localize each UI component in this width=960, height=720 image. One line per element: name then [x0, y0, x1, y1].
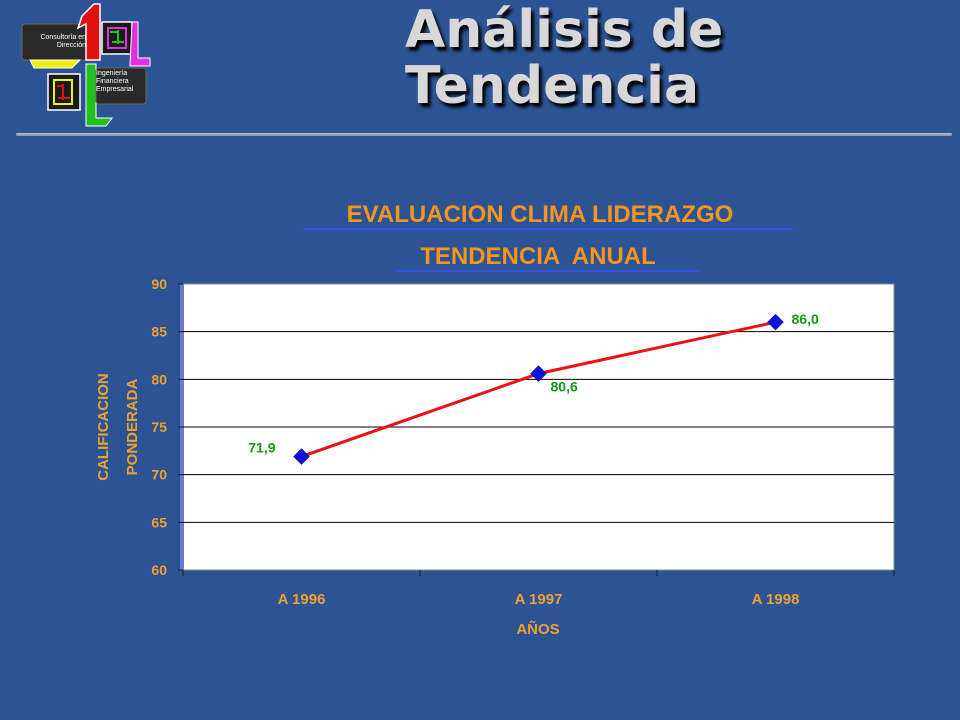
logo-caption-line: Consultoría en: [40, 34, 86, 41]
logo-caption-line: Empresarial: [96, 86, 134, 93]
slide-title-line2: Tendencia: [405, 56, 700, 116]
y-axis-label-line1: CALIFICACION: [95, 373, 112, 481]
x-axis-ticks: A 1996 A 1997 A 1998: [182, 570, 895, 608]
y-axis-label-line2: PONDERADA: [124, 379, 141, 476]
chart-title: EVALUACION CLIMA LIDERAZGO: [347, 201, 734, 228]
slide-title: Análisis de Tendencia: [405, 2, 723, 114]
y-tick-label: 75: [151, 419, 167, 435]
data-label: 86,0: [792, 311, 819, 327]
logo-caption-line: Dirección: [56, 42, 86, 49]
series-line: 71,9 80,6 86,0: [248, 311, 819, 465]
chart-title-underline: [303, 228, 793, 230]
logo-caption-top: Consultoría en Dirección: [26, 34, 86, 50]
y-tick-label: 60: [151, 562, 167, 578]
y-tick-label: 65: [151, 514, 167, 530]
gridlines: [183, 331, 894, 523]
y-axis-ticks: 60 65 70 75 80 85 90: [151, 276, 183, 578]
chart-subtitle-underline: [395, 270, 700, 272]
data-point: [767, 313, 784, 331]
header-divider: [16, 133, 952, 136]
slide-title-line1: Análisis de: [405, 0, 724, 60]
x-tick-label: A 1998: [752, 591, 800, 608]
data-label: 80,6: [551, 379, 578, 395]
chart-subtitle: TENDENCIA ANUAL: [420, 243, 656, 270]
logo-caption-line: Financiera: [96, 78, 129, 85]
y-tick-label: 80: [151, 371, 167, 387]
x-axis-label: AÑOS: [516, 620, 559, 638]
x-tick-label: A 1996: [278, 591, 326, 608]
logo-caption-bottom: Ingeniería Financiera Empresarial: [96, 70, 156, 94]
y-tick-label: 90: [151, 276, 167, 292]
data-point: [530, 365, 547, 382]
x-tick-label: A 1997: [515, 591, 563, 608]
company-logo: [20, 2, 155, 130]
y-tick-label: 85: [151, 324, 167, 340]
logo-caption-line: Ingeniería: [96, 70, 128, 77]
data-point: [293, 448, 310, 465]
data-label: 71,9: [248, 440, 275, 456]
y-tick-label: 70: [151, 467, 167, 483]
